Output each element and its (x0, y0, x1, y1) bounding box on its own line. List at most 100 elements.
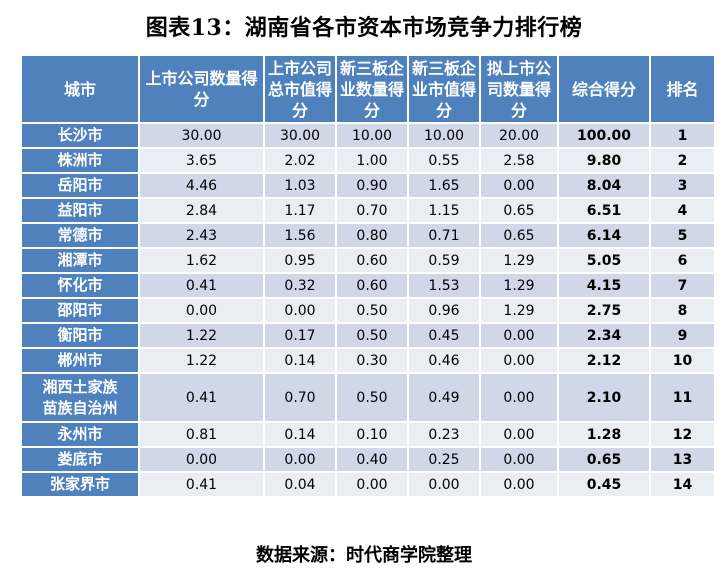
total-score-cell: 9.80 (559, 149, 649, 172)
total-score-cell: 6.14 (559, 224, 649, 247)
neeq-count-score-cell: 0.10 (337, 423, 407, 446)
neeq-market-value-score-cell: 1.53 (409, 274, 479, 297)
column-header-listed-market-value-score: 上市公司总市值得分 (265, 56, 335, 122)
rank-cell: 14 (651, 473, 714, 496)
total-score-cell: 2.34 (559, 324, 649, 347)
rank-cell: 11 (651, 374, 714, 421)
neeq-count-score-cell: 0.50 (337, 374, 407, 421)
total-score-cell: 4.15 (559, 274, 649, 297)
column-header-neeq-count-score: 新三板企业数量得分 (337, 56, 407, 122)
neeq-count-score-cell: 10.00 (337, 124, 407, 147)
neeq-count-score-cell: 1.00 (337, 149, 407, 172)
table-row: 长沙市 30.00 30.00 10.00 10.00 20.00 100.00 1 (22, 124, 714, 147)
column-header-total-score: 综合得分 (559, 56, 649, 122)
pre-ipo-count-score-cell: 0.00 (481, 324, 557, 347)
rank-cell: 3 (651, 174, 714, 197)
rank-cell: 8 (651, 299, 714, 322)
table-row: 邵阳市 0.00 0.00 0.50 0.96 1.29 2.75 8 (22, 299, 714, 322)
rank-cell: 6 (651, 249, 714, 272)
neeq-market-value-score-cell: 1.15 (409, 199, 479, 222)
table-row: 岳阳市 4.46 1.03 0.90 1.65 0.00 8.04 3 (22, 174, 714, 197)
pre-ipo-count-score-cell: 0.00 (481, 448, 557, 471)
rank-cell: 12 (651, 423, 714, 446)
pre-ipo-count-score-cell: 1.29 (481, 299, 557, 322)
listed-market-value-score-cell: 1.56 (265, 224, 335, 247)
pre-ipo-count-score-cell: 20.00 (481, 124, 557, 147)
table-row: 永州市 0.81 0.14 0.10 0.23 0.00 1.28 12 (22, 423, 714, 446)
rank-cell: 10 (651, 349, 714, 372)
total-score-cell: 8.04 (559, 174, 649, 197)
listed-count-score-cell: 0.41 (140, 274, 263, 297)
city-cell: 衡阳市 (22, 324, 138, 347)
neeq-market-value-score-cell: 0.59 (409, 249, 479, 272)
neeq-count-score-cell: 0.80 (337, 224, 407, 247)
listed-market-value-score-cell: 2.02 (265, 149, 335, 172)
neeq-market-value-score-cell: 0.55 (409, 149, 479, 172)
rank-cell: 9 (651, 324, 714, 347)
rank-cell: 5 (651, 224, 714, 247)
pre-ipo-count-score-cell: 1.29 (481, 274, 557, 297)
column-header-listed-count-score: 上市公司数量得分 (140, 56, 263, 122)
neeq-market-value-score-cell: 0.23 (409, 423, 479, 446)
total-score-cell: 100.00 (559, 124, 649, 147)
column-header-city: 城市 (22, 56, 138, 122)
city-cell: 岳阳市 (22, 174, 138, 197)
table-row: 衡阳市 1.22 0.17 0.50 0.45 0.00 2.34 9 (22, 324, 714, 347)
neeq-count-score-cell: 0.60 (337, 274, 407, 297)
neeq-market-value-score-cell: 0.45 (409, 324, 479, 347)
pre-ipo-count-score-cell: 0.00 (481, 374, 557, 421)
column-header-pre-ipo-count-score: 拟上市公司数量得分 (481, 56, 557, 122)
city-cell: 湘潭市 (22, 249, 138, 272)
rank-cell: 7 (651, 274, 714, 297)
listed-market-value-score-cell: 0.00 (265, 448, 335, 471)
neeq-count-score-cell: 0.90 (337, 174, 407, 197)
pre-ipo-count-score-cell: 0.00 (481, 423, 557, 446)
neeq-market-value-score-cell: 0.49 (409, 374, 479, 421)
city-cell: 益阳市 (22, 199, 138, 222)
pre-ipo-count-score-cell: 0.65 (481, 224, 557, 247)
rank-cell: 13 (651, 448, 714, 471)
listed-market-value-score-cell: 1.03 (265, 174, 335, 197)
listed-count-score-cell: 0.41 (140, 374, 263, 421)
city-cell: 长沙市 (22, 124, 138, 147)
listed-market-value-score-cell: 1.17 (265, 199, 335, 222)
neeq-count-score-cell: 0.00 (337, 473, 407, 496)
listed-count-score-cell: 1.62 (140, 249, 263, 272)
pre-ipo-count-score-cell: 0.65 (481, 199, 557, 222)
column-header-neeq-market-value-score: 新三板企业市值得分 (409, 56, 479, 122)
total-score-cell: 0.45 (559, 473, 649, 496)
listed-market-value-score-cell: 0.14 (265, 423, 335, 446)
neeq-count-score-cell: 0.50 (337, 324, 407, 347)
listed-count-score-cell: 4.46 (140, 174, 263, 197)
table-row: 郴州市 1.22 0.14 0.30 0.46 0.00 2.12 10 (22, 349, 714, 372)
listed-market-value-score-cell: 0.04 (265, 473, 335, 496)
neeq-market-value-score-cell: 0.25 (409, 448, 479, 471)
table-row: 常德市 2.43 1.56 0.80 0.71 0.65 6.14 5 (22, 224, 714, 247)
header-row: 城市 上市公司数量得分 上市公司总市值得分 新三板企业数量得分 新三板企业市值得… (22, 56, 714, 122)
column-header-rank: 排名 (651, 56, 714, 122)
neeq-count-score-cell: 0.60 (337, 249, 407, 272)
neeq-market-value-score-cell: 0.71 (409, 224, 479, 247)
pre-ipo-count-score-cell: 0.00 (481, 473, 557, 496)
city-cell: 郴州市 (22, 349, 138, 372)
table-title: 图表13：湖南省各市资本市场竞争力排行榜 (145, 15, 583, 41)
neeq-market-value-score-cell: 0.46 (409, 349, 479, 372)
total-score-cell: 2.10 (559, 374, 649, 421)
table-row: 株洲市 3.65 2.02 1.00 0.55 2.58 9.80 2 (22, 149, 714, 172)
table-body: 长沙市 30.00 30.00 10.00 10.00 20.00 100.00 1 株洲市 3.… (22, 124, 714, 496)
neeq-count-score-cell: 0.70 (337, 199, 407, 222)
table-row: 益阳市 2.84 1.17 0.70 1.15 0.65 6.51 4 (22, 199, 714, 222)
rank-cell: 1 (651, 124, 714, 147)
total-score-cell: 6.51 (559, 199, 649, 222)
neeq-count-score-cell: 0.30 (337, 349, 407, 372)
total-score-cell: 0.65 (559, 448, 649, 471)
listed-market-value-score-cell: 0.00 (265, 299, 335, 322)
pre-ipo-count-score-cell: 1.29 (481, 249, 557, 272)
listed-count-score-cell: 0.41 (140, 473, 263, 496)
rank-cell: 4 (651, 199, 714, 222)
city-cell: 常德市 (22, 224, 138, 247)
city-cell: 永州市 (22, 423, 138, 446)
neeq-count-score-cell: 0.40 (337, 448, 407, 471)
neeq-count-score-cell: 0.50 (337, 299, 407, 322)
listed-market-value-score-cell: 0.17 (265, 324, 335, 347)
